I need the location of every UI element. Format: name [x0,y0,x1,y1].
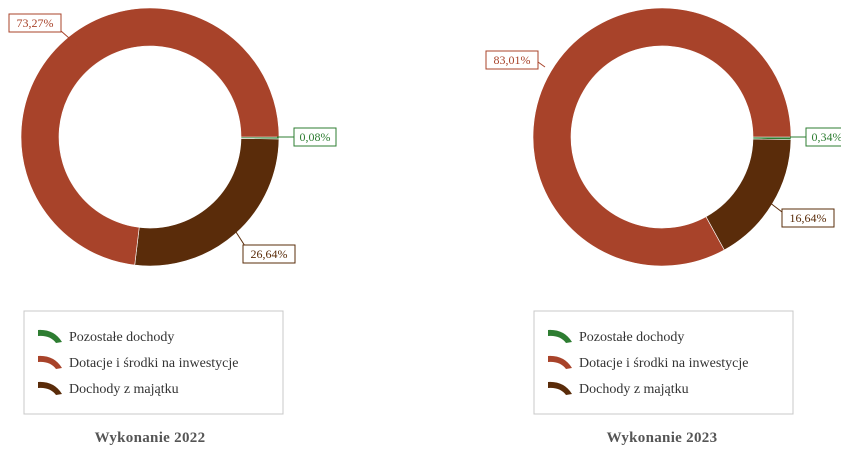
legend: Pozostałe dochody Dotacje i środki na inw… [533,310,794,415]
legend-label-dotacje: Dotacje i środki na inwestycje [579,356,749,371]
arc-swatch-icon [38,381,62,395]
data-label-dotacje: 73,27% [17,16,54,30]
data-label-pozostale: 0,08% [300,130,331,144]
legend-label-dotacje: Dotacje i środki na inwestycje [69,356,239,371]
slice-dotacje [532,7,792,267]
data-label-box-pozostale [805,127,841,147]
arc-swatch-icon [548,355,572,369]
arc-swatch-icon [548,381,572,395]
data-label-majatek: 26,64% [251,247,288,261]
data-label-majatek: 16,64% [790,211,827,225]
data-label-box-dotacje [485,50,539,70]
arc-swatch-icon [38,355,62,369]
legend-border [533,310,794,415]
leader-line-dotacje [60,30,78,46]
slice-dotacje [20,7,280,266]
legend-label-majatek: Dochody z majątku [579,382,689,397]
chart-caption: Wykonanie 2023 [607,430,718,446]
data-label-dotacje: 83,01% [494,53,531,67]
data-label-box-majatek [242,244,296,264]
leader-line-majatek [764,198,783,213]
slice-majatek [705,138,792,251]
arc-swatch-icon [548,329,572,343]
arc-swatch-icon [38,329,62,343]
leader-line-dotacje [537,61,546,68]
legend-border [23,310,284,415]
leader-line-majatek [235,231,246,247]
legend-label-majatek: Dochody z majątku [69,382,179,397]
data-label-box-dotacje [8,13,62,33]
data-label-pozostale: 0,34% [812,130,841,144]
legend-label-pozostale: Pozostałe dochody [69,330,174,345]
data-label-box-majatek [781,208,835,228]
donut-chart-2023: 0,34% 16,64% 83,01% Pozostałe dochody Dotacj… [485,7,841,446]
donut-chart-2022: 0,08% 26,64% 73,27% Pozostałe dochody Dotacj… [8,7,337,446]
legend: Pozostałe dochody Dotacje i środki na inw… [23,310,284,415]
chart-caption: Wykonanie 2022 [95,430,206,446]
legend-label-pozostale: Pozostałe dochody [579,330,684,345]
data-label-box-pozostale [293,127,337,147]
